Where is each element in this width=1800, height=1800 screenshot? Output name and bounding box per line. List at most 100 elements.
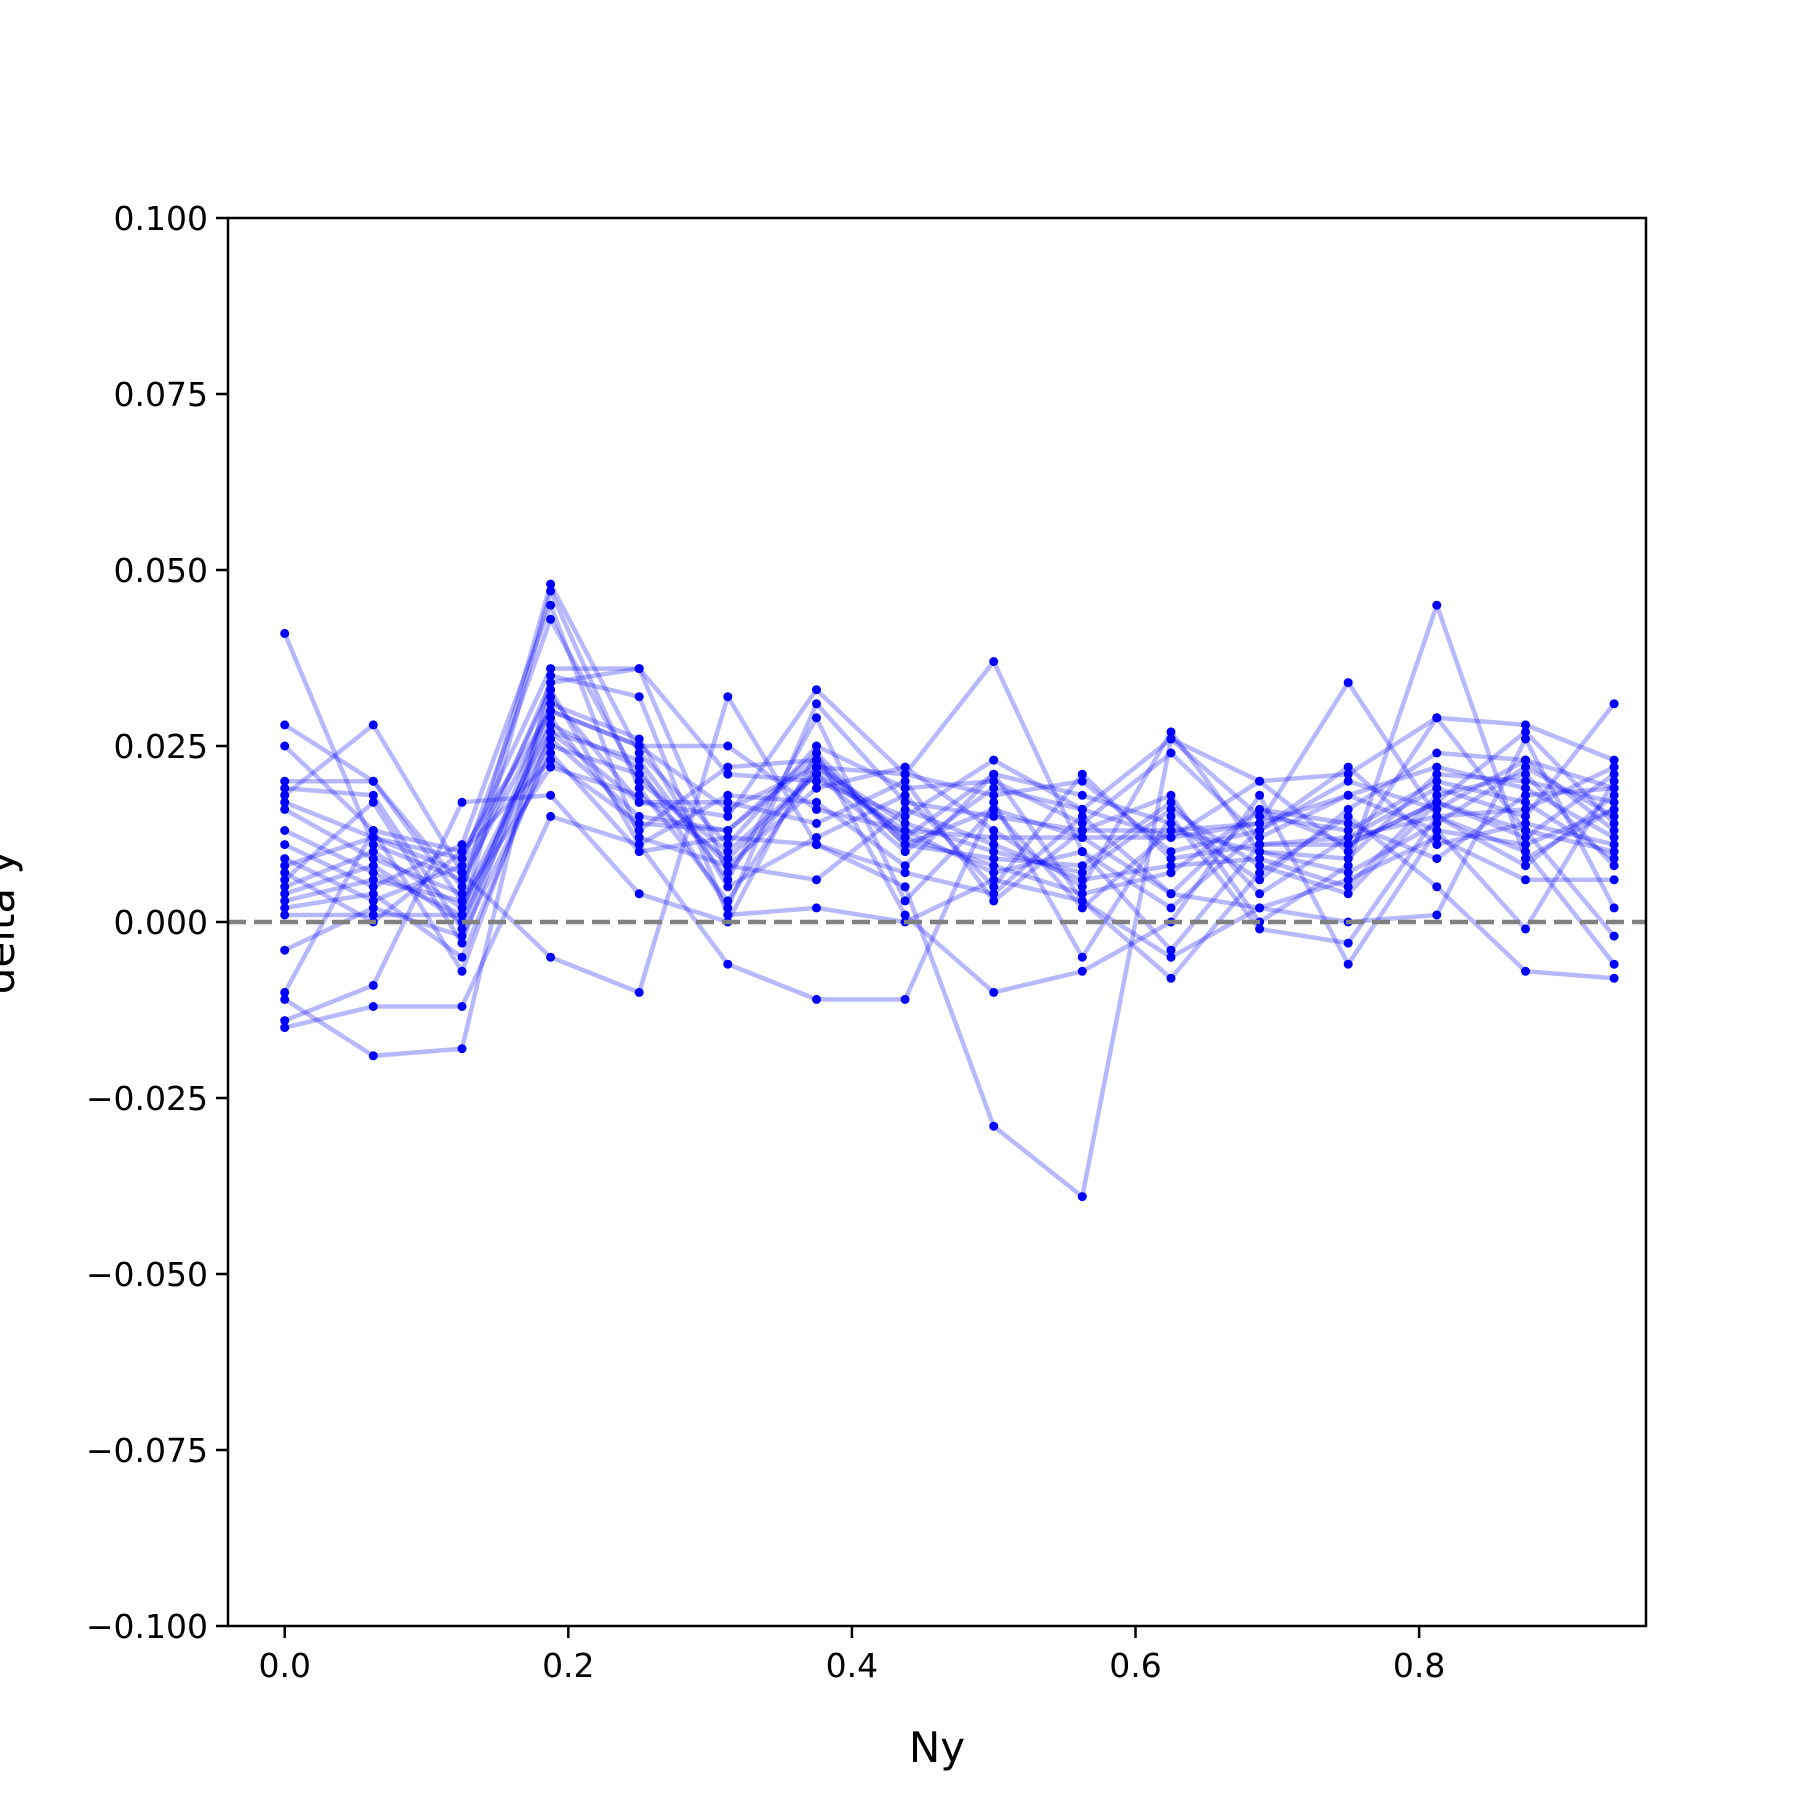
- data-point: [1343, 847, 1353, 857]
- data-point: [989, 657, 999, 666]
- data-point: [1077, 889, 1087, 899]
- data-point: [280, 875, 290, 885]
- data-point: [546, 600, 556, 610]
- data-point: [634, 755, 644, 765]
- data-point: [900, 769, 910, 779]
- data-point: [368, 875, 378, 885]
- data-point: [1609, 790, 1619, 800]
- series-line-11: [284, 687, 1616, 883]
- data-point: [1077, 790, 1087, 800]
- data-point: [1343, 882, 1353, 892]
- series-line-1: [282, 632, 1615, 897]
- series-line-22: [283, 673, 1615, 1059]
- data-point: [546, 762, 556, 772]
- series-line-9: [283, 602, 1616, 890]
- data-point: [1166, 945, 1176, 955]
- data-point: [1521, 966, 1530, 976]
- series-line-8: [283, 588, 1616, 918]
- data-point: [634, 734, 644, 744]
- data-point: [900, 797, 910, 807]
- series-line-21: [284, 800, 1616, 1030]
- x-axis-title: Ny: [909, 1723, 965, 1772]
- data-point: [723, 896, 733, 906]
- data-point: [989, 755, 999, 765]
- data-point: [280, 994, 290, 1004]
- data-point: [280, 840, 290, 850]
- data-point: [280, 987, 290, 997]
- x-tick-label: 0.4: [826, 1646, 878, 1685]
- data-point: [723, 875, 733, 885]
- data-point: [1609, 854, 1619, 864]
- data-point: [1255, 854, 1265, 864]
- data-point: [1343, 826, 1353, 835]
- data-point: [1166, 826, 1176, 835]
- data-point: [546, 790, 556, 800]
- data-point: [546, 755, 556, 765]
- data-point: [812, 685, 821, 695]
- data-point: [812, 783, 821, 793]
- data-point: [900, 994, 910, 1004]
- data-point: [900, 804, 910, 814]
- data-point: [1255, 811, 1265, 821]
- y-tick-label: 0.100: [114, 199, 208, 238]
- data-point: [1255, 861, 1265, 871]
- data-point: [989, 811, 999, 821]
- data-point: [1343, 811, 1353, 821]
- data-point: [280, 790, 290, 800]
- data-point: [457, 938, 467, 948]
- data-point: [368, 896, 378, 906]
- data-point: [457, 966, 467, 976]
- data-point: [1521, 826, 1530, 835]
- data-point: [1432, 776, 1442, 786]
- data-point: [634, 741, 644, 751]
- data-point: [989, 987, 999, 997]
- data-point: [280, 826, 290, 835]
- series-line-20: [283, 750, 1617, 1023]
- data-point: [546, 952, 556, 962]
- data-point: [900, 910, 910, 920]
- data-point: [1077, 903, 1087, 913]
- data-point: [634, 889, 644, 899]
- data-point: [457, 861, 467, 871]
- data-point: [812, 840, 821, 850]
- data-point: [900, 833, 910, 842]
- data-point: [546, 579, 556, 589]
- data-point: [989, 1121, 999, 1131]
- data-point: [546, 811, 556, 821]
- data-point: [1343, 889, 1353, 899]
- data-point: [457, 931, 467, 941]
- data-point: [457, 1002, 467, 1011]
- data-point: [457, 924, 467, 934]
- data-point: [1521, 924, 1530, 934]
- data-point: [989, 804, 999, 814]
- y-tick-label: 0.075: [114, 375, 208, 414]
- data-point: [457, 903, 467, 913]
- data-point: [280, 776, 290, 786]
- data-point: [1432, 748, 1442, 758]
- data-point: [1343, 776, 1353, 786]
- data-point: [1343, 762, 1353, 772]
- data-point: [1521, 720, 1530, 730]
- data-point: [989, 797, 999, 807]
- series-line-17: [284, 715, 1615, 918]
- data-point: [1166, 727, 1176, 737]
- data-point: [546, 586, 556, 596]
- data-point: [989, 847, 999, 857]
- x-tick-label: 0.2: [542, 1646, 594, 1685]
- data-point: [1609, 811, 1619, 821]
- data-point: [280, 783, 290, 793]
- series-line-7: [283, 581, 1616, 897]
- series-lines: [282, 581, 1617, 1199]
- data-point: [634, 797, 644, 807]
- data-point: [280, 854, 290, 864]
- data-point: [1077, 847, 1087, 857]
- data-point: [280, 945, 290, 955]
- data-point: [1609, 875, 1619, 885]
- data-point: [1432, 769, 1442, 779]
- data-point: [723, 868, 733, 878]
- data-point: [900, 847, 910, 857]
- data-point: [368, 840, 378, 850]
- data-point: [546, 685, 556, 695]
- data-point: [634, 840, 644, 850]
- data-point: [368, 776, 378, 786]
